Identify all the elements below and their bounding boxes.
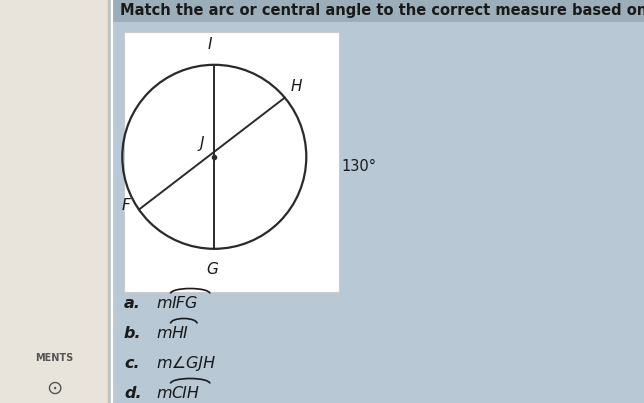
Text: m: m — [156, 386, 171, 401]
Text: c.: c. — [124, 357, 140, 372]
Text: m: m — [156, 326, 171, 341]
Bar — [0, 0, 108, 403]
Text: H: H — [291, 79, 302, 93]
Text: I: I — [208, 37, 213, 52]
Text: a.: a. — [124, 297, 141, 312]
Text: ⊙: ⊙ — [46, 378, 62, 397]
Text: MENTS: MENTS — [35, 353, 73, 363]
Text: m∠GJH: m∠GJH — [156, 357, 215, 372]
Text: b.: b. — [124, 326, 142, 341]
Text: J: J — [200, 136, 204, 151]
Text: 130°: 130° — [341, 159, 376, 174]
Bar — [112, 0, 644, 22]
Bar — [124, 32, 339, 292]
Text: G: G — [206, 262, 218, 277]
Text: Match the arc or central angle to the correct measure based on the figure below.: Match the arc or central angle to the co… — [120, 4, 644, 19]
Text: IFG: IFG — [171, 297, 198, 312]
Text: d.: d. — [124, 386, 142, 401]
Text: CIH: CIH — [171, 386, 200, 401]
Text: F: F — [121, 198, 130, 213]
Text: m: m — [156, 297, 171, 312]
Text: HI: HI — [171, 326, 188, 341]
